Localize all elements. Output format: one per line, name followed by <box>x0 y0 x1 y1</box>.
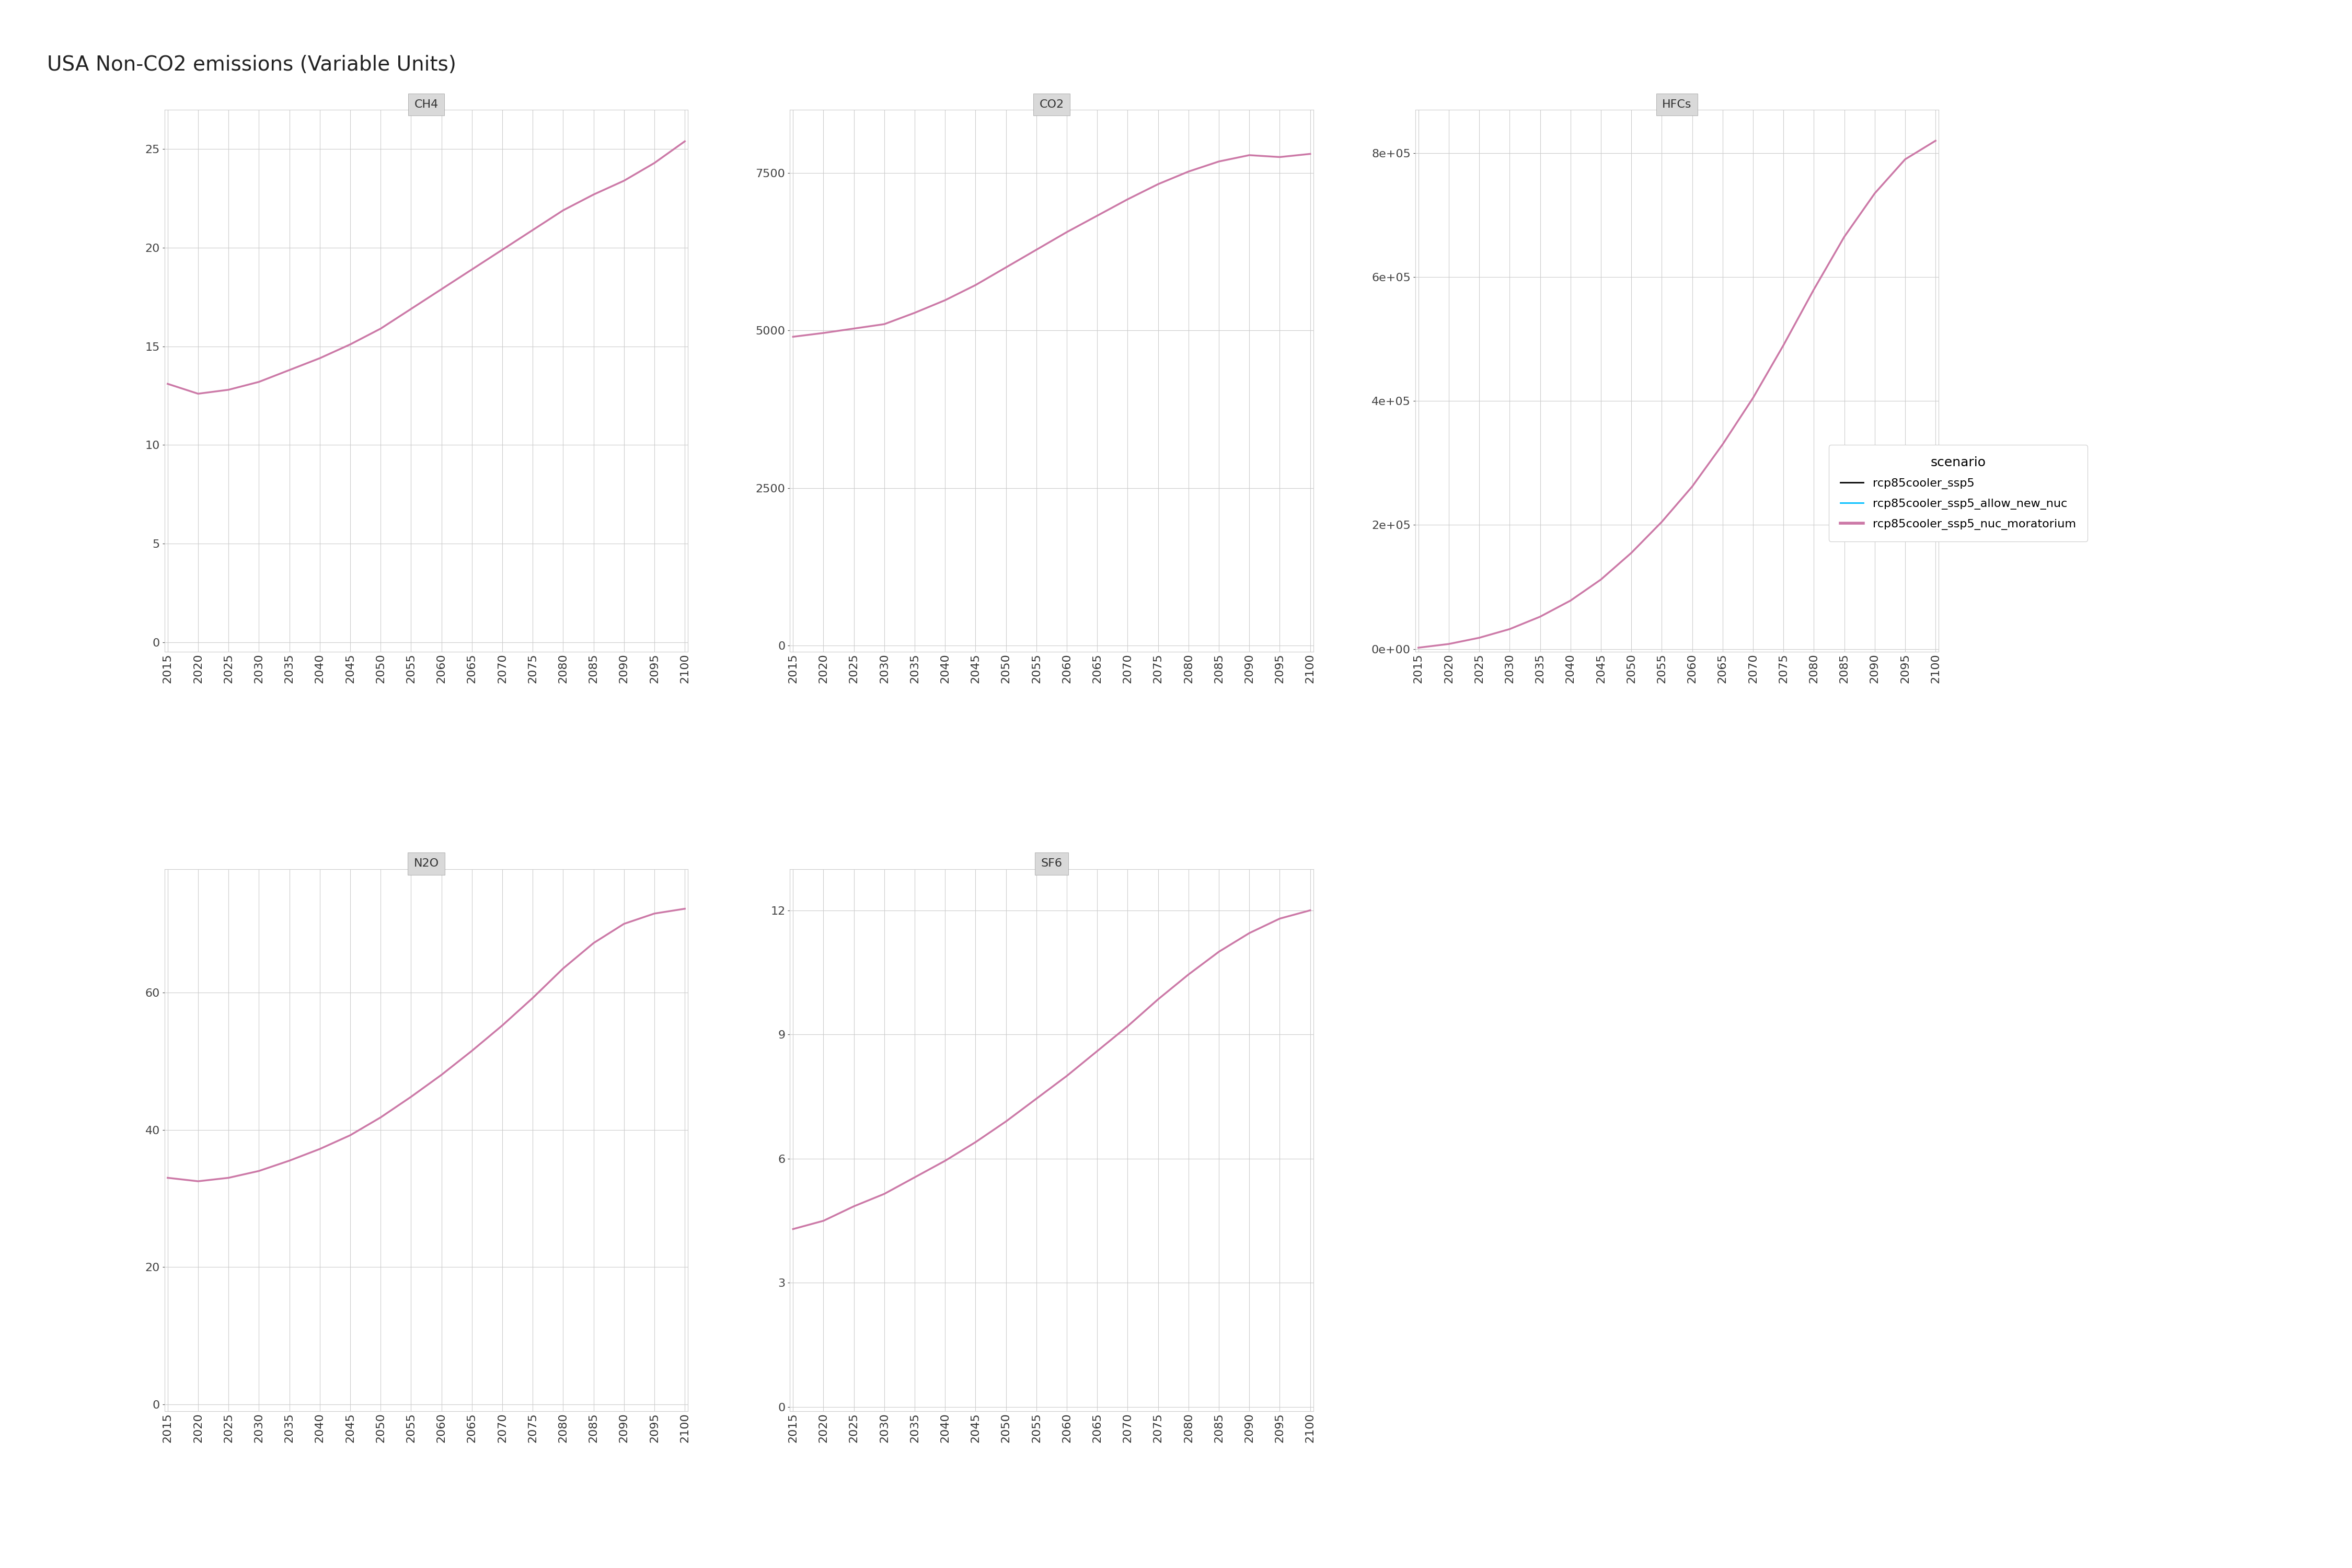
Text: USA Non-CO2 emissions (Variable Units): USA Non-CO2 emissions (Variable Units) <box>47 55 456 75</box>
Text: CO2: CO2 <box>1040 99 1063 110</box>
Text: CH4: CH4 <box>414 99 437 110</box>
Text: HFCs: HFCs <box>1663 99 1691 110</box>
Legend: rcp85cooler_ssp5, rcp85cooler_ssp5_allow_new_nuc, rcp85cooler_ssp5_nuc_moratoriu: rcp85cooler_ssp5, rcp85cooler_ssp5_allow… <box>1828 445 2089 541</box>
Text: SF6: SF6 <box>1042 859 1063 869</box>
Text: N2O: N2O <box>414 859 440 869</box>
